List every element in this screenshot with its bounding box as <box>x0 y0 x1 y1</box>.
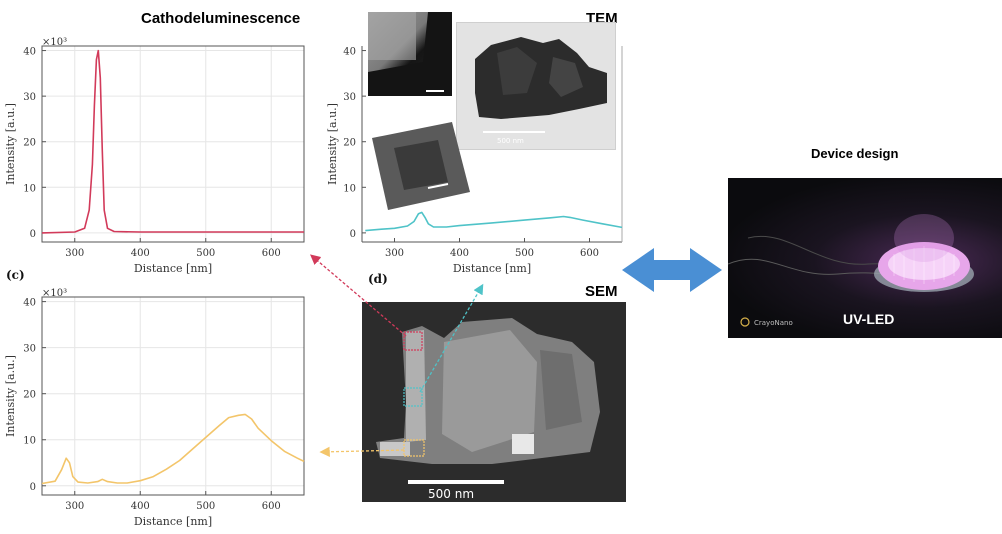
x-axis-label: Distance [nm] <box>453 262 531 275</box>
x-tick-label: 400 <box>131 501 150 512</box>
y-tick-label: 10 <box>23 436 36 447</box>
y-tick-label: 0 <box>350 229 356 240</box>
sem-scale-label: 500 nm <box>428 487 474 501</box>
tem-inset-top-left <box>368 12 452 96</box>
tem-inset-main: 500 nm <box>456 22 616 150</box>
chart-cyan-svg: 300 400 500 600 0 10 20 30 40 Distance [nm] Intens… <box>326 46 623 275</box>
cl-spectrum-orange: 300 400 500 600 0 10 20 30 40 Distance [nm] Intens… <box>0 283 310 533</box>
device-watermark: CrayoNano <box>754 319 793 327</box>
y-axis-label: Intensity [a.u.] <box>4 355 17 437</box>
y-tick-label: 30 <box>23 344 36 355</box>
sem-heading: SEM <box>585 283 618 300</box>
series-line <box>41 413 305 485</box>
tem-inset-rotated-svg <box>372 122 470 210</box>
y-tick-label: 10 <box>343 183 356 194</box>
y-axis-label: Intensity [a.u.] <box>4 103 17 185</box>
arrow-red <box>310 254 407 337</box>
x-tick-label: 500 <box>196 501 215 512</box>
tem-inset-rotated <box>366 118 472 212</box>
chart-orange-svg: 300 400 500 600 0 10 20 30 40 Distance [nm] Intens… <box>4 288 305 528</box>
x-tick-label: 600 <box>262 248 281 259</box>
series-line <box>41 49 304 234</box>
uv-led-label: UV-LED <box>843 311 895 327</box>
cathodeluminescence-heading: Cathodeluminescence <box>141 10 301 27</box>
double-arrow <box>622 248 722 292</box>
x-tick-label: 600 <box>580 248 599 259</box>
x-tick-label: 500 <box>196 248 215 259</box>
y-tick-label: 0 <box>30 482 36 493</box>
panel-letter-d: (d) <box>368 272 388 286</box>
series-line <box>365 211 623 232</box>
device-photo-svg: CrayoNano <box>728 214 974 327</box>
device-design-heading: Device design <box>811 146 899 161</box>
y-tick-label: 0 <box>30 229 36 240</box>
cl-spectrum-red: 300 400 500 600 0 10 20 30 40 Distance [nm] Intens… <box>0 36 310 280</box>
y-tick-label: 40 <box>343 47 356 58</box>
plot-frame <box>41 45 305 243</box>
tem-inset-main-svg: 500 nm <box>475 37 607 145</box>
chart-red-svg: 300 400 500 600 0 10 20 30 40 Distance [nm] Intens… <box>4 37 305 275</box>
x-tick-label: 300 <box>385 248 404 259</box>
y-exponent: ×10³ <box>42 288 67 299</box>
x-tick-label: 500 <box>515 248 534 259</box>
x-tick-label: 400 <box>450 248 469 259</box>
cl-spectrum-cyan: 300 400 500 600 0 10 20 30 40 Distance [nm] Intens… <box>322 36 627 280</box>
y-tick-label: 30 <box>343 92 356 103</box>
tem-scale-label: 500 nm <box>497 137 524 145</box>
plot-frame <box>41 296 305 496</box>
tem-inset-top-left-svg <box>368 12 452 96</box>
panel-letter-c: (c) <box>6 268 25 282</box>
y-tick-label: 30 <box>23 92 36 103</box>
arrow-orange <box>319 446 405 458</box>
device-photo: CrayoNano <box>728 178 1002 338</box>
x-tick-label: 400 <box>131 248 150 259</box>
y-tick-label: 20 <box>23 138 36 149</box>
arrow-cyan <box>419 283 484 393</box>
x-tick-label: 600 <box>262 501 281 512</box>
y-tick-label: 40 <box>23 47 36 58</box>
y-tick-label: 10 <box>23 183 36 194</box>
y-tick-label: 20 <box>23 390 36 401</box>
y-tick-label: 20 <box>343 138 356 149</box>
x-axis-label: Distance [nm] <box>134 262 212 275</box>
x-axis-label: Distance [nm] <box>134 515 212 528</box>
y-axis-label: Intensity [a.u.] <box>326 103 339 185</box>
x-tick-label: 300 <box>65 248 84 259</box>
y-tick-label: 40 <box>23 298 36 309</box>
x-tick-label: 300 <box>65 501 84 512</box>
y-exponent: ×10³ <box>42 37 67 48</box>
